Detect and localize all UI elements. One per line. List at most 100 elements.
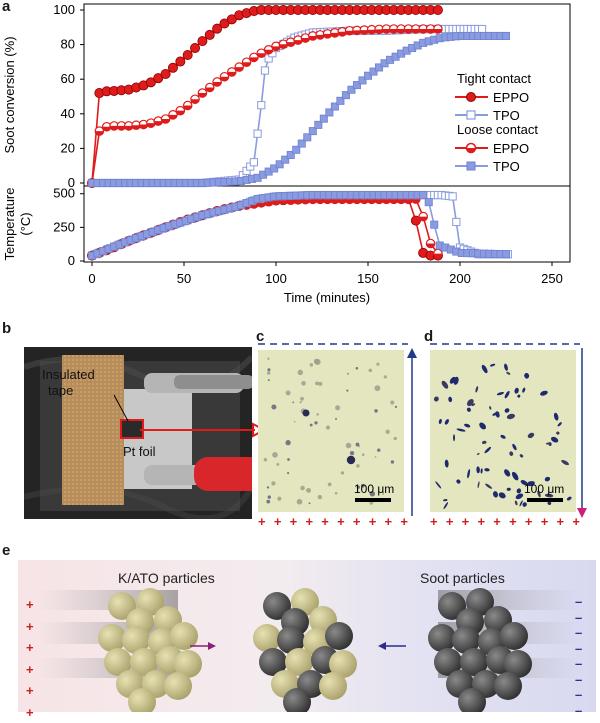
plus-sign: + [353,514,361,529]
particle-speck [271,405,276,410]
particle-speck [390,400,394,404]
particle-speck [276,463,279,466]
particle-speck [286,390,291,395]
label-tape-line2: tape [48,383,73,398]
particle-speck [362,453,365,456]
panel-c-scale-bar [355,498,391,502]
particle-speck [356,464,360,468]
plus-sign: + [337,514,345,529]
particle-speck [335,492,338,495]
particle-speck [346,390,348,392]
legend-group1-title: Tight contact [457,71,531,86]
particle-speck [314,359,319,364]
particle-speck [287,458,290,461]
particle-speck [306,488,311,493]
particle-speck [438,419,442,425]
particle-speck [264,458,267,461]
plus-sign: + [274,514,282,529]
plus-sign: + [509,514,517,529]
particle-speck [511,471,520,482]
bottom-y-tick-label: 250 [53,219,75,234]
data-point [190,43,199,52]
plus-sign: + [385,514,393,529]
particle-speck [443,502,449,510]
bottom-y-tick-label: 0 [68,253,75,268]
legend-group2-eppo: EPPO [493,141,529,156]
plus-sign: + [258,514,266,529]
particle-speck [507,488,511,491]
conversion-series-line [92,10,438,183]
particle-speck [287,472,289,474]
x-axis-label: Time (minutes) [284,290,370,305]
particle-speck [346,443,352,449]
particle-speck [386,430,390,434]
particle-speck [391,460,394,463]
particle-speck [268,379,270,381]
particle-speck [303,410,310,417]
particle-speck [527,432,535,440]
particle-speck [326,426,330,430]
particle-speck [504,407,511,413]
particle-speck [553,412,559,421]
top-y-tick-label: 20 [61,140,75,155]
particle-speck [315,381,319,385]
plus-sign: + [430,514,438,529]
bottom-y-tick-label: 500 [53,186,75,201]
panel-d-scale-label: 100 μm [524,482,564,496]
particle-speck [318,382,322,386]
particle-speck [384,375,387,378]
particle-speck [277,497,281,501]
particle-speck [356,367,359,370]
mixed-particle [325,622,353,650]
legend-group1-tpo: TPO [493,108,520,123]
particle-speck [482,440,487,444]
particle-speck [484,446,492,454]
particle-speck [500,434,506,439]
plus-sign: + [400,514,408,529]
particle-speck [433,396,440,403]
particle-speck [444,418,450,425]
data-point [433,5,442,14]
x-tick-label: 100 [265,271,287,286]
particle-speck [309,502,311,504]
top-y-tick-label: 60 [61,71,75,86]
plus-sign: + [369,514,377,529]
data-point [261,67,268,74]
particle-speck [448,396,453,402]
data-point [183,50,192,59]
bottom-ylabel-1: Temperature [2,188,17,261]
particle-speck [556,431,560,435]
particle-speck [318,495,322,499]
particle-speck [310,363,313,366]
x-tick-label: 250 [541,271,563,286]
particle-speck [267,358,269,360]
panel-d-plus-row: ++++++++++ [430,514,580,529]
data-point [449,193,456,200]
panel-d-arrow-down [575,348,589,520]
soot-particle [428,624,456,652]
particle-speck [522,501,528,507]
temperature-series-line [92,199,438,256]
particle-speck [519,454,524,459]
kato-particle [98,624,126,652]
top-y-tick-label: 100 [53,2,75,17]
data-point [478,25,485,32]
particle-speck [490,363,496,367]
panel-c-plus-row: ++++++++++ [258,514,408,529]
plus-sign: + [290,514,298,529]
label-tape-line1: Insulated [42,367,95,382]
temperature-series-loose-eppo [88,195,442,260]
legend-group2-title: Loose contact [457,122,538,137]
x-tick-label: 0 [88,271,95,286]
plus-sign: + [493,514,501,529]
particle-speck [350,451,354,455]
data-point [254,130,261,137]
particle-speck [477,481,480,488]
particle-speck [435,481,442,489]
legend-eppo-tight-marker [467,93,476,102]
particle-speck [374,409,378,413]
particle-speck [509,451,514,457]
particle-speck [485,483,493,490]
panel-c-micrograph: 100 μm [258,350,404,512]
particle-speck [267,371,271,375]
